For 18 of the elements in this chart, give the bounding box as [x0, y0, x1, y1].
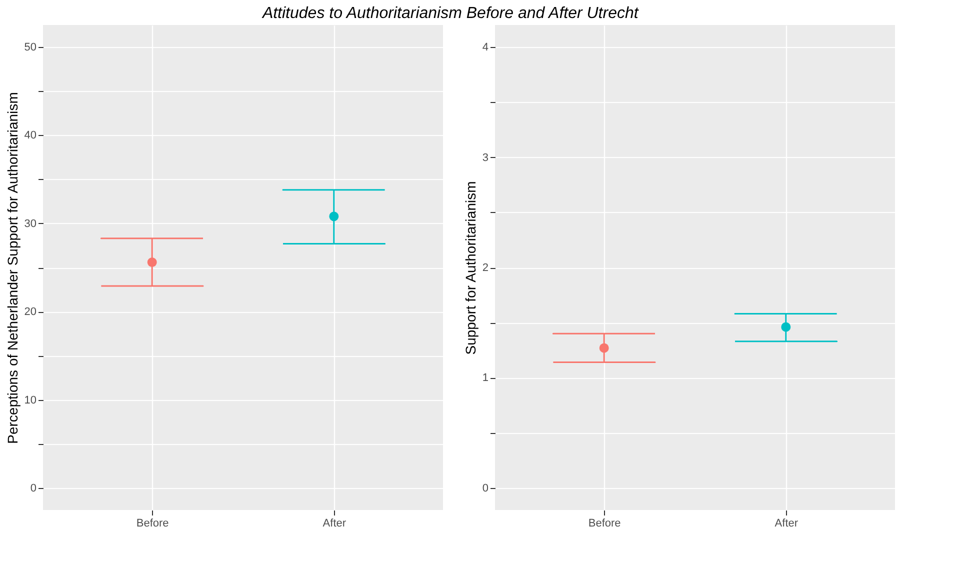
- y-tick-label: 30: [24, 218, 36, 230]
- y-tick-label: 40: [24, 130, 36, 142]
- y-tick-label: 50: [24, 42, 36, 54]
- x-tick-label: After: [774, 518, 798, 530]
- y-tick-label: 2: [482, 262, 488, 274]
- y-tick-label: 10: [24, 394, 36, 406]
- x-tick-label: Before: [588, 518, 621, 530]
- y-tick-label: 1: [482, 372, 488, 384]
- x-tick-label: Before: [136, 518, 169, 530]
- y-axis-title: Perceptions of Netherlander Support for Authoritarianism: [4, 92, 20, 444]
- y-tick-label: 0: [30, 482, 36, 494]
- y-tick-label: 3: [482, 152, 488, 164]
- chart-title: Attitudes to Authoritarianism Before and After Utrecht: [261, 5, 639, 22]
- y-axis-title: Support for Authoritarianism: [462, 181, 478, 355]
- y-tick-label: 20: [24, 306, 36, 318]
- y-tick-label: 4: [482, 42, 488, 54]
- x-tick-label: After: [322, 518, 346, 530]
- y-tick-label: 0: [482, 482, 488, 494]
